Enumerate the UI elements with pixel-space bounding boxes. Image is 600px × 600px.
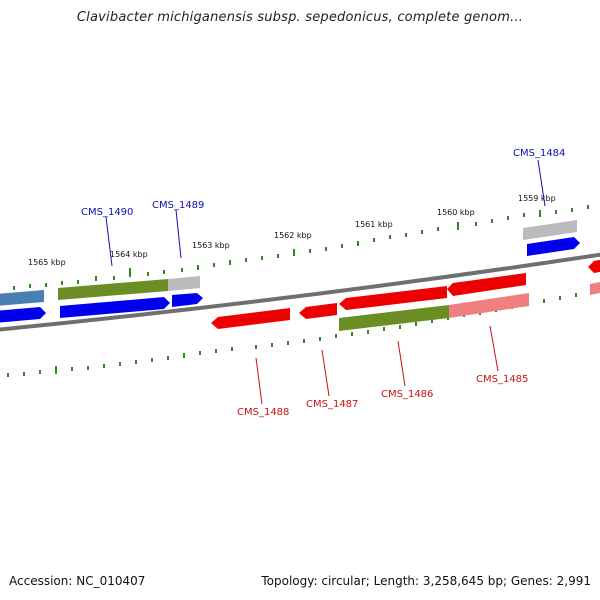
gene-label-cms-1485[interactable]: CMS_1485	[476, 374, 528, 385]
kbp-label: 1563 kbp	[192, 241, 230, 250]
cds-feature-cms-1486[interactable]	[339, 286, 447, 310]
forward-features	[0, 220, 580, 323]
gene-label-cms-1489[interactable]: CMS_1489	[152, 200, 204, 211]
gene-feature[interactable]	[590, 281, 600, 295]
cds-feature-cms-1487[interactable]	[299, 303, 337, 319]
gene-feature-cms-1484[interactable]	[523, 220, 577, 240]
gene-feature-cms-1485[interactable]	[449, 293, 529, 318]
kbp-label: 1560 kbp	[437, 208, 475, 217]
kbp-label: 1564 kbp	[110, 250, 148, 259]
cds-feature-cms-1489[interactable]	[172, 293, 203, 307]
cds-feature-cms-1485[interactable]	[447, 273, 526, 296]
kbp-label: 1559 kbp	[518, 194, 556, 203]
gene-feature-cms-1490[interactable]	[58, 279, 168, 300]
gene-feature[interactable]	[0, 290, 44, 306]
genome-backbone	[0, 252, 600, 332]
gene-label-cms-1486[interactable]: CMS_1486	[381, 389, 433, 400]
kbp-label: 1565 kbp	[28, 258, 66, 267]
outer-tick-ring	[13, 205, 589, 290]
cds-feature-cms-1484[interactable]	[527, 237, 580, 256]
reverse-features	[211, 259, 600, 331]
cds-feature[interactable]	[0, 307, 46, 323]
kbp-label: 1562 kbp	[274, 231, 312, 240]
leader-lines	[105, 159, 546, 405]
gene-label-cms-1490[interactable]: CMS_1490	[81, 207, 133, 218]
gene-label-cms-1484[interactable]: CMS_1484	[513, 148, 565, 159]
gene-label-cms-1487[interactable]: CMS_1487	[306, 399, 358, 410]
gene-label-cms-1488[interactable]: CMS_1488	[237, 407, 289, 418]
gene-feature-cms-1489[interactable]	[168, 276, 200, 291]
topology-text: Topology: circular; Length: 3,258,645 bp…	[261, 574, 591, 588]
cds-feature-cms-1490[interactable]	[60, 297, 170, 318]
kbp-label: 1561 kbp	[355, 220, 393, 229]
accession-text: Accession: NC_010407	[9, 574, 146, 588]
cds-feature[interactable]	[588, 259, 600, 273]
map-title: Clavibacter michiganensis subsp. sepedon…	[76, 10, 524, 25]
cds-feature-cms-1488[interactable]	[211, 308, 290, 329]
gene-feature-cms-1486[interactable]	[339, 305, 449, 331]
